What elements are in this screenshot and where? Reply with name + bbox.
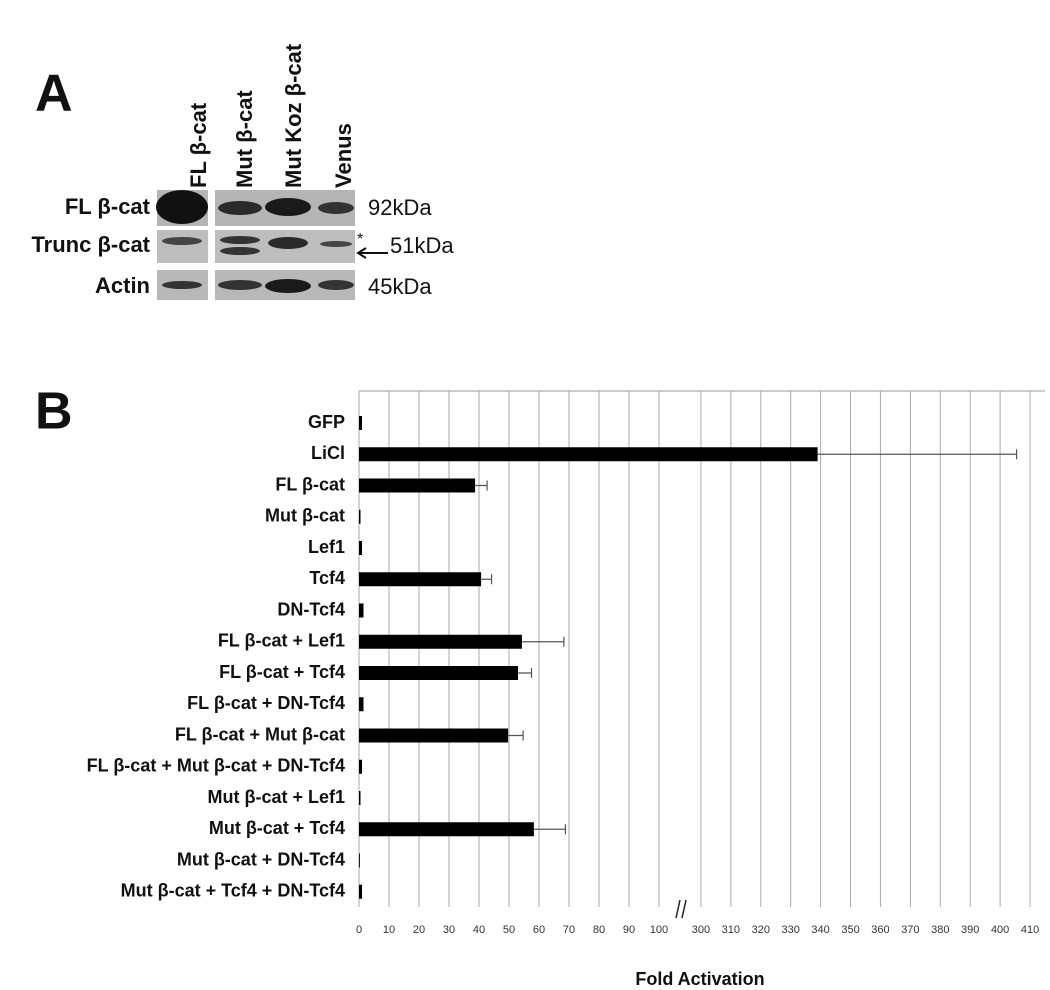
x-tick-label: 380 xyxy=(931,924,949,936)
bar xyxy=(359,634,522,649)
x-tick-label: 40 xyxy=(473,924,485,936)
category-label: Lef1 xyxy=(308,537,345,557)
x-tick-label: 400 xyxy=(991,924,1009,936)
row-label: Actin xyxy=(95,273,150,298)
category-label: Mut β-cat + Tcf4 + DN-Tcf4 xyxy=(121,881,345,901)
x-tick-label: 100 xyxy=(650,924,668,936)
x-tick-label: 360 xyxy=(871,924,889,936)
lane-label: Venus xyxy=(331,123,356,188)
bar xyxy=(359,728,509,743)
x-tick-label: 80 xyxy=(593,924,605,936)
category-label: Mut β-cat + Tcf4 xyxy=(209,818,345,838)
x-tick-label: 90 xyxy=(623,924,635,936)
error-bar xyxy=(481,574,493,585)
size-label: 92kDa xyxy=(368,195,432,220)
x-tick-label: 320 xyxy=(752,924,770,936)
size-label: 45kDa xyxy=(368,274,432,299)
lane-label: Mut Koz β-cat xyxy=(281,43,306,188)
category-label: Mut β-cat + Lef1 xyxy=(207,787,345,807)
x-tick-label: 70 xyxy=(563,924,575,936)
axis-break xyxy=(675,899,687,919)
x-tick-label: 340 xyxy=(811,924,829,936)
bar xyxy=(359,822,534,837)
category-label: FL β-cat xyxy=(275,474,345,494)
bar xyxy=(359,884,362,899)
lane-label: Mut β-cat xyxy=(232,90,257,188)
category-label: Mut β-cat xyxy=(265,506,345,526)
x-tick-label: 30 xyxy=(443,924,455,936)
row-label: FL β-cat xyxy=(65,194,151,219)
x-tick-label: 310 xyxy=(722,924,740,936)
bar xyxy=(359,572,482,587)
x-tick-label: 370 xyxy=(901,924,919,936)
bar xyxy=(359,791,361,805)
category-label: GFP xyxy=(308,412,345,432)
x-tick-label: 0 xyxy=(356,924,362,936)
x-axis-title: Fold Activation xyxy=(635,969,764,989)
bar xyxy=(359,853,360,868)
x-tick-label: 390 xyxy=(961,924,979,936)
x-tick-label: 20 xyxy=(413,924,425,936)
x-tick-label: 300 xyxy=(692,924,710,936)
size-label: 51kDa xyxy=(390,233,454,258)
panel-label: B xyxy=(35,383,73,441)
bar xyxy=(359,447,818,462)
category-label: DN-Tcf4 xyxy=(277,599,345,619)
marker: * xyxy=(357,231,363,248)
bar xyxy=(359,416,362,430)
error-bar xyxy=(518,668,533,678)
bar xyxy=(359,509,361,524)
panel-label: A xyxy=(35,65,73,123)
x-tick-label: 10 xyxy=(383,924,395,936)
category-label: FL β-cat + Tcf4 xyxy=(219,662,345,682)
category-label: FL β-cat + Mut β-cat xyxy=(175,724,345,744)
row-label: Trunc β-cat xyxy=(31,232,150,257)
bar xyxy=(359,666,518,680)
error-bar xyxy=(508,730,524,741)
error-bar xyxy=(521,636,565,647)
error-bar xyxy=(817,449,1018,460)
error-bar xyxy=(533,824,566,835)
category-label: Tcf4 xyxy=(309,568,345,588)
error-bar xyxy=(475,480,488,491)
category-label: Mut β-cat + DN-Tcf4 xyxy=(177,849,345,869)
x-tick-label: 330 xyxy=(782,924,800,936)
bar xyxy=(359,697,364,712)
x-tick-label: 60 xyxy=(533,924,545,936)
bar xyxy=(359,759,362,774)
category-label: LiCl xyxy=(311,443,345,463)
blot xyxy=(156,190,355,300)
category-label: FL β-cat + Lef1 xyxy=(218,631,345,651)
bar xyxy=(359,603,364,618)
bar xyxy=(359,478,476,493)
arrow xyxy=(356,247,388,259)
x-tick-label: 350 xyxy=(841,924,859,936)
x-tick-label: 50 xyxy=(503,924,515,936)
lane-label: FL β-cat xyxy=(186,102,211,188)
category-label: FL β-cat + Mut β-cat + DN-Tcf4 xyxy=(87,756,345,776)
x-tick-label: 410 xyxy=(1021,924,1039,936)
category-label: FL β-cat + DN-Tcf4 xyxy=(187,693,345,713)
bar xyxy=(359,541,362,555)
